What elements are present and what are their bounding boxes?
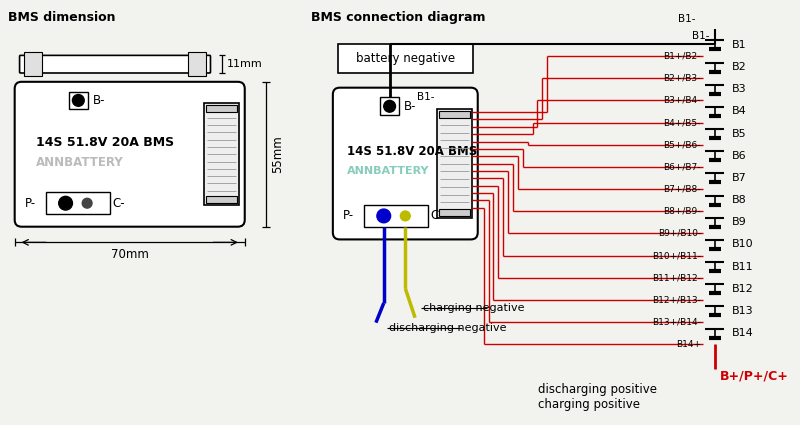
Text: B1+/B2-: B1+/B2- — [663, 51, 701, 60]
FancyBboxPatch shape — [14, 82, 245, 227]
Text: C-: C- — [430, 210, 443, 222]
Text: BMS connection diagram: BMS connection diagram — [311, 11, 486, 24]
Bar — [69, 92, 88, 109]
Text: B3+/B4-: B3+/B4- — [663, 96, 701, 105]
FancyBboxPatch shape — [19, 55, 210, 73]
Text: ANNBATTERY: ANNBATTERY — [36, 156, 124, 169]
Text: B12: B12 — [732, 284, 754, 294]
Text: B8+/B9-: B8+/B9- — [663, 207, 701, 215]
Bar — [438, 111, 470, 118]
Text: P-: P- — [25, 197, 36, 210]
Bar — [25, 52, 42, 76]
Text: B7+/B8-: B7+/B8- — [663, 184, 701, 193]
Bar — [206, 196, 237, 203]
Text: C-: C- — [113, 197, 126, 210]
Text: B12+/B13-: B12+/B13- — [652, 295, 701, 304]
Bar — [46, 193, 110, 214]
Text: B9: B9 — [732, 217, 747, 227]
Circle shape — [377, 209, 390, 223]
Text: B11+/B12-: B11+/B12- — [652, 273, 701, 282]
Text: 11mm: 11mm — [227, 59, 263, 69]
Text: B5: B5 — [732, 129, 747, 139]
Bar — [204, 103, 239, 205]
Bar — [188, 52, 206, 76]
Text: 70mm: 70mm — [110, 248, 149, 261]
Text: B5+/B6-: B5+/B6- — [663, 140, 701, 149]
Text: B13+/B14-: B13+/B14- — [652, 317, 701, 326]
Text: B1-: B1- — [417, 93, 434, 102]
Text: B1-: B1- — [692, 31, 710, 41]
Text: B14+: B14+ — [676, 340, 701, 348]
Bar — [206, 105, 237, 112]
Bar — [364, 205, 428, 227]
Text: B+/P+/C+: B+/P+/C+ — [719, 370, 789, 383]
Text: B6+/B7-: B6+/B7- — [663, 162, 701, 171]
Text: B9+/B10-: B9+/B10- — [658, 229, 701, 238]
Circle shape — [82, 198, 92, 208]
Circle shape — [384, 100, 395, 112]
Text: charging negative: charging negative — [423, 303, 525, 313]
Text: B10+/B11-: B10+/B11- — [652, 251, 701, 260]
Bar — [437, 109, 472, 218]
Circle shape — [400, 211, 410, 221]
Circle shape — [73, 94, 84, 106]
Text: B2+/B3-: B2+/B3- — [663, 74, 701, 83]
Text: B6: B6 — [732, 151, 747, 161]
Text: 14S 51.8V 20A BMS: 14S 51.8V 20A BMS — [36, 136, 174, 149]
Text: discharging negative: discharging negative — [389, 323, 506, 332]
Text: P-: P- — [343, 210, 354, 222]
Text: B14: B14 — [732, 328, 754, 338]
Text: B10: B10 — [732, 239, 754, 249]
Text: B13: B13 — [732, 306, 754, 316]
Text: B-: B- — [93, 94, 106, 107]
Text: B7: B7 — [732, 173, 747, 183]
FancyBboxPatch shape — [333, 88, 478, 239]
Text: discharging positive
charging positive: discharging positive charging positive — [538, 383, 658, 411]
Circle shape — [58, 196, 73, 210]
Text: B1: B1 — [732, 40, 747, 50]
Bar — [380, 97, 399, 115]
Text: B8: B8 — [732, 195, 747, 205]
Text: B2: B2 — [732, 62, 747, 72]
Text: B3: B3 — [732, 84, 747, 94]
Text: B11: B11 — [732, 262, 754, 272]
Text: B4+/B5-: B4+/B5- — [663, 118, 701, 127]
Text: battery negative: battery negative — [356, 52, 455, 65]
Text: BMS dimension: BMS dimension — [8, 11, 115, 24]
Text: B-: B- — [404, 100, 417, 113]
Text: 55mm: 55mm — [271, 136, 284, 173]
Bar — [338, 44, 473, 73]
Text: ANNBATTERY: ANNBATTERY — [346, 166, 429, 176]
Text: B1-: B1- — [678, 14, 695, 24]
Text: 14S 51.8V 20A BMS: 14S 51.8V 20A BMS — [346, 145, 477, 158]
Bar — [438, 209, 470, 216]
Text: B4: B4 — [732, 106, 747, 116]
